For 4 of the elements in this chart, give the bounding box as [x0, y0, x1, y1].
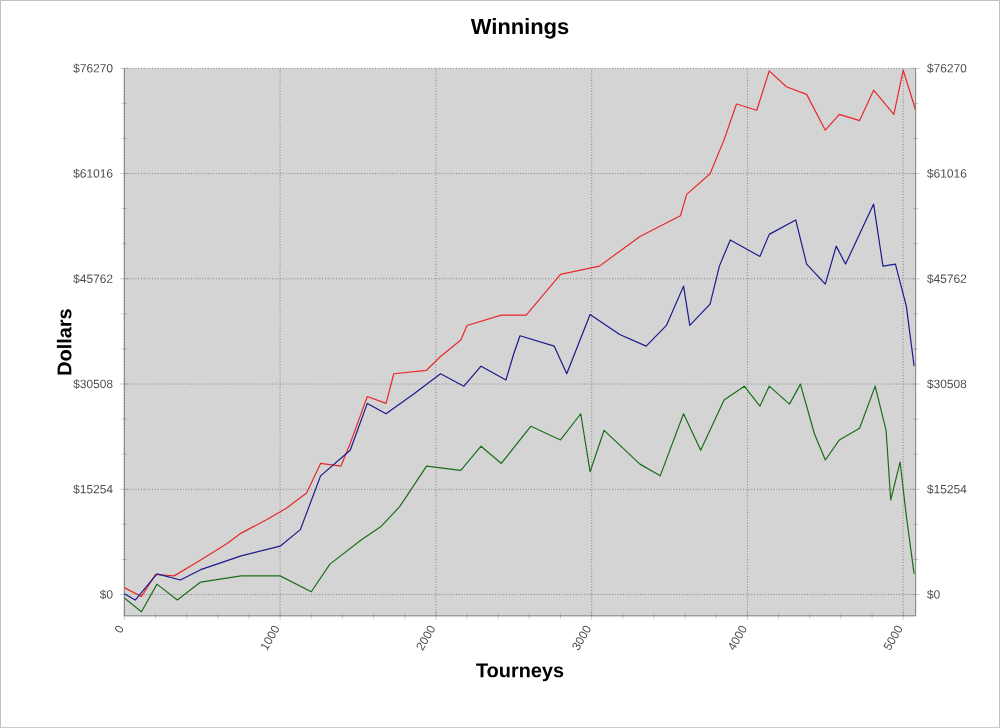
- y-axis-title: Dollars: [56, 309, 72, 375]
- line-series: [124, 203, 915, 601]
- x-axis-title: Tourneys: [476, 663, 564, 682]
- chart-title: Winnings: [470, 18, 569, 39]
